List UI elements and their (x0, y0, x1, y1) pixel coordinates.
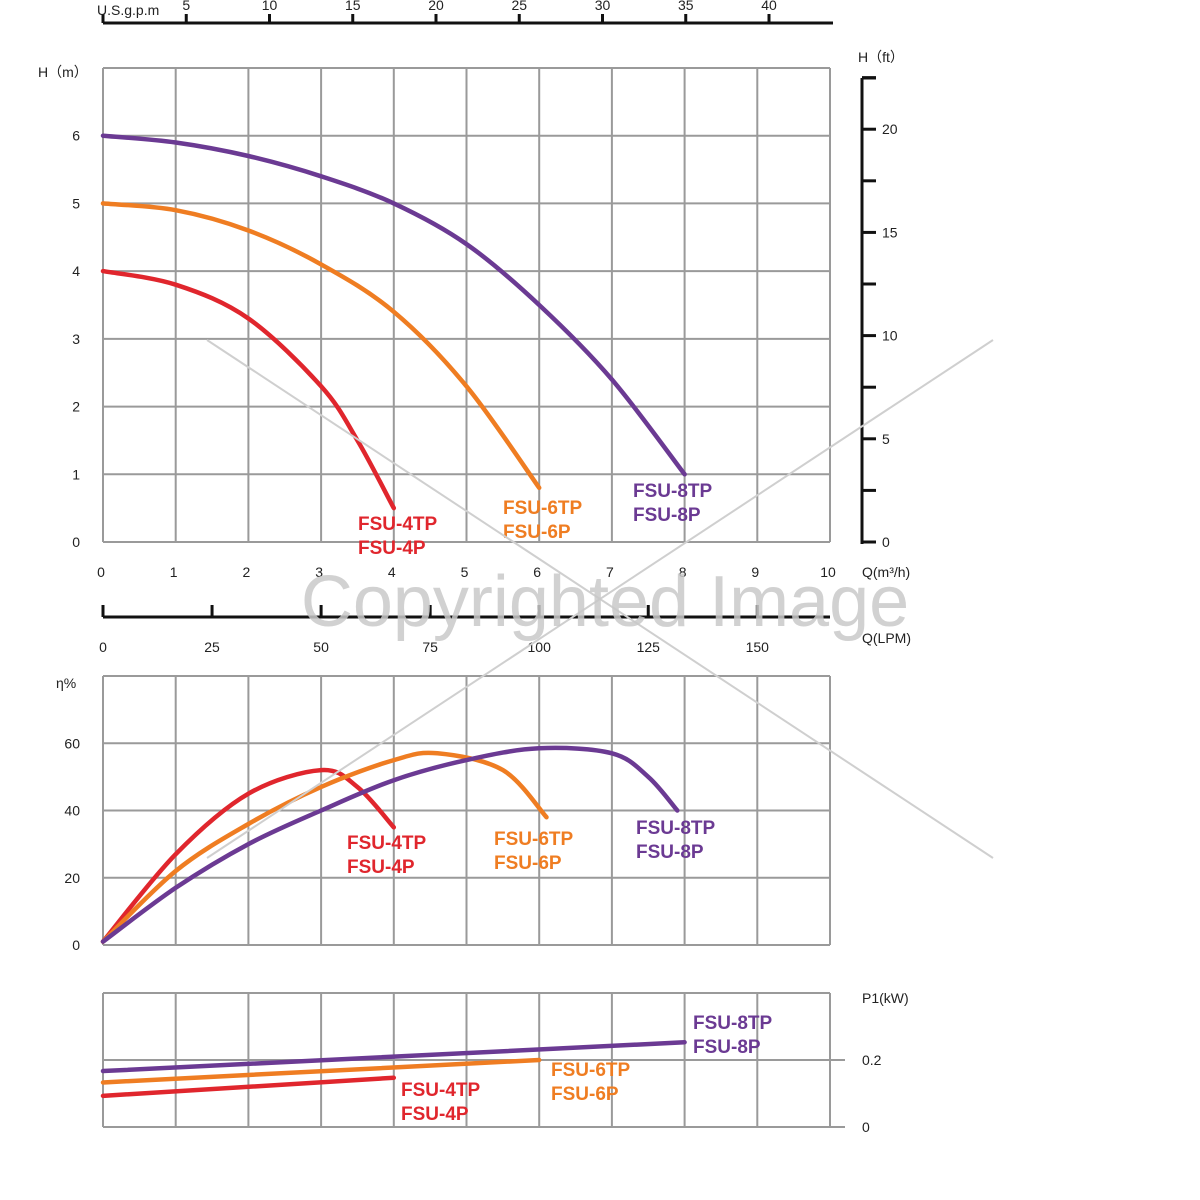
axes-layer (101, 14, 876, 619)
x-tick-label: 1 (170, 564, 178, 580)
series-label-fsu-4tp: FSU-4TP (347, 833, 427, 854)
x-tick-label: 2 (243, 564, 251, 580)
series-label-fsu-4p: FSU-4P (401, 1104, 469, 1125)
right-axis-label: P1(kW) (862, 990, 909, 1006)
lpm-axis-tick-label: 25 (204, 639, 220, 655)
y-tick-label: 0 (72, 534, 80, 550)
series-label-fsu-6tp: FSU-6TP (551, 1060, 631, 1081)
right-axis-tick-label: 10 (882, 328, 898, 344)
x-axis-label: Q(m³/h) (862, 564, 910, 580)
top-axis-tick-label: 30 (595, 0, 611, 13)
x-tick-label: 6 (533, 564, 541, 580)
series-curve-fsu-6tp (100, 750, 549, 944)
watermark-text: Copyrighted Image (301, 562, 909, 642)
y-axis-label: H（m） (38, 64, 88, 80)
lpm-axis-tick-label: 50 (313, 639, 329, 655)
series-label-fsu-4tp: FSU-4TP (401, 1080, 481, 1101)
y-tick-label: 4 (72, 263, 80, 279)
series-label-fsu-4tp: FSU-4TP (358, 514, 438, 535)
right-axis-tick-label: 15 (882, 224, 898, 240)
right-axis-label: H（ft） (858, 49, 904, 65)
right-axis-tick-label: 0.2 (862, 1052, 882, 1068)
y-tick-label: 3 (72, 331, 80, 347)
right-axis-tick-label: 5 (882, 431, 890, 447)
series-label-fsu-8p: FSU-8P (693, 1037, 761, 1058)
x-tick-label: 9 (751, 564, 759, 580)
top-axis-tick-label: 15 (345, 0, 361, 13)
x-tick-label: 10 (820, 564, 836, 580)
top-axis-tick-label: 5 (182, 0, 190, 13)
series-label-fsu-4p: FSU-4P (358, 538, 426, 559)
y-tick-label: 2 (72, 399, 80, 415)
y-tick-label: 0 (72, 937, 80, 953)
top-axis-tick-label: 10 (262, 0, 278, 13)
right-axis-tick-label: 20 (882, 121, 898, 137)
series-curve-fsu-4tp (100, 268, 397, 511)
grid-layer (102, 67, 845, 1128)
x-tick-label: 3 (315, 564, 323, 580)
y-tick-label: 1 (72, 466, 80, 482)
x-tick-label: 5 (461, 564, 469, 580)
y-tick-label: 20 (64, 870, 80, 886)
top-axis-tick-label: 25 (511, 0, 527, 13)
series-curve-fsu-8tp (100, 133, 687, 477)
x-tick-label: 4 (388, 564, 396, 580)
series-label-fsu-6p: FSU-6P (494, 853, 562, 874)
series-label-fsu-8tp: FSU-8TP (633, 481, 713, 502)
lpm-axis-tick-label: 125 (637, 639, 661, 655)
series-label-fsu-6tp: FSU-6TP (503, 498, 583, 519)
series-curve-fsu-4tp (100, 1075, 397, 1099)
series-label-fsu-6p: FSU-6P (551, 1084, 619, 1105)
series-curve-fsu-6tp (100, 1057, 542, 1085)
top-axis-tick-label: 20 (428, 0, 444, 13)
series-label-fsu-8p: FSU-8P (633, 505, 701, 526)
y-axis-label: η% (56, 675, 76, 691)
series-label-fsu-6p: FSU-6P (503, 522, 571, 543)
y-tick-label: 60 (64, 735, 80, 751)
curves-layer (100, 133, 687, 1099)
top-axis-tick-label: 40 (761, 0, 777, 13)
series-curve-fsu-8tp (100, 745, 680, 944)
x-tick-label: 0 (97, 564, 105, 580)
series-label-fsu-8tp: FSU-8TP (636, 818, 716, 839)
lpm-axis-label: Q(LPM) (862, 630, 911, 646)
y-tick-label: 40 (64, 803, 80, 819)
top-axis-tick-label: 35 (678, 0, 694, 13)
watermark-line (206, 339, 994, 859)
right-axis-tick-label: 0 (882, 534, 890, 550)
x-tick-label: 7 (606, 564, 614, 580)
y-tick-label: 5 (72, 195, 80, 211)
right-axis-tick-label: 0 (862, 1119, 870, 1135)
x-tick-label: 8 (679, 564, 687, 580)
lpm-axis-tick-label: 0 (99, 639, 107, 655)
series-curve-fsu-4tp (100, 767, 397, 944)
series-curve-fsu-8tp (100, 1039, 687, 1074)
top-axis-label: U.S.g.p.m (97, 2, 159, 18)
series-label-fsu-4p: FSU-4P (347, 857, 415, 878)
series-curve-fsu-6tp (100, 201, 542, 491)
series-label-fsu-8tp: FSU-8TP (693, 1013, 773, 1034)
series-label-fsu-6tp: FSU-6TP (494, 829, 574, 850)
y-tick-label: 6 (72, 128, 80, 144)
watermark-layer: Copyrighted Image (206, 339, 994, 859)
series-label-fsu-8p: FSU-8P (636, 842, 704, 863)
lpm-axis-tick-label: 150 (746, 639, 770, 655)
lpm-axis-tick-label: 75 (422, 639, 438, 655)
text-layer: 0 1 2 3 4 5 6 H（m） 0 1 2 3 4 5 6 7 8 9 10 Q(m³/h) 5 10 15 20 25 3… (38, 0, 911, 1135)
